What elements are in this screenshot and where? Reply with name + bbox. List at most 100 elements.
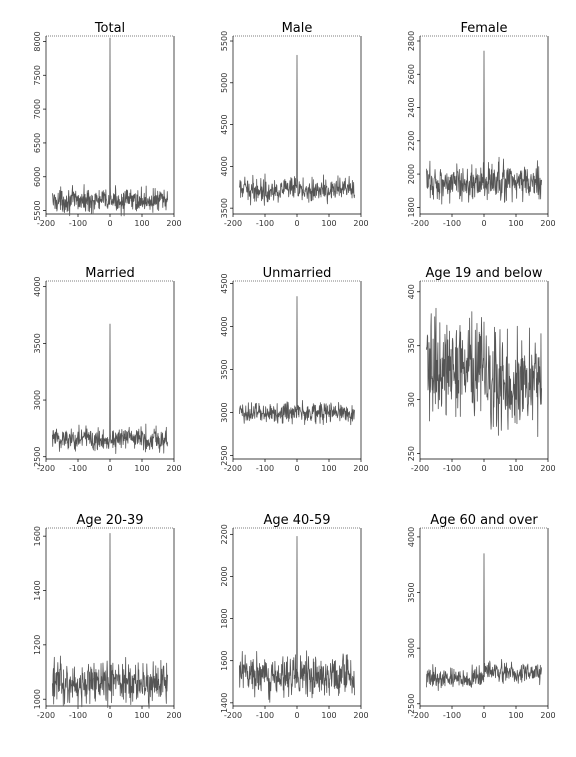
panel-title: Age 40-59	[263, 513, 330, 528]
y-tick-label: 8000	[33, 31, 42, 51]
panel-title: Age 60 and over	[430, 513, 538, 528]
y-tick-label: 2600	[407, 64, 416, 84]
panel-7: Age 40-59 -200 -100 0 100 200 1400 1600 1800 2000…	[220, 513, 369, 720]
y-tick-label: 2000	[220, 566, 229, 586]
y-tick-label: 3000	[407, 638, 416, 658]
panel-3: Married -200 -100 0 100 200 2500 3000 3500 4000	[33, 266, 182, 473]
y-tick-label: 1400	[33, 580, 42, 600]
y-tick-label: 4000	[407, 527, 416, 547]
y-tick-label: 300	[407, 392, 416, 407]
x-tick-label: 0	[481, 711, 486, 720]
y-tick-label: 4000	[33, 276, 42, 296]
x-tick-label: 200	[166, 219, 181, 228]
y-tick-label: 1600	[220, 651, 229, 671]
y-tick-label: 6000	[33, 167, 42, 187]
y-tick-label: 2200	[220, 524, 229, 544]
series-line	[52, 37, 168, 217]
y-tick-label: 4500	[220, 273, 229, 293]
x-tick-label: 200	[540, 219, 555, 228]
y-tick-label: 400	[407, 284, 416, 299]
y-tick-label: 5500	[33, 200, 42, 220]
x-tick-label: 100	[134, 464, 149, 473]
panel-title: Age 20-39	[76, 513, 143, 528]
panel-title: Male	[282, 21, 313, 36]
panel-title: Total	[94, 21, 125, 36]
y-tick-label: 7000	[33, 99, 42, 119]
y-tick-label: 4000	[220, 316, 229, 336]
x-tick-label: 200	[353, 219, 368, 228]
panel-0: Total -200 -100 0 100 200 5500 6000 6500 7000 7500…	[33, 21, 182, 228]
y-tick-label: 3500	[220, 359, 229, 379]
x-tick-label: 0	[107, 219, 112, 228]
panel-4: Unmarried -200 -100 0 100 200 2500 3000 3500 4000…	[220, 266, 369, 473]
x-tick-label: 0	[294, 219, 299, 228]
panel-title: Married	[85, 266, 135, 281]
x-tick-label: 100	[134, 219, 149, 228]
x-tick-label: 100	[321, 464, 336, 473]
x-tick-label: -100	[256, 219, 274, 228]
x-tick-label: -100	[256, 711, 274, 720]
y-tick-label: 2400	[407, 97, 416, 117]
x-tick-label: -100	[69, 219, 87, 228]
panel-title: Unmarried	[263, 266, 332, 281]
panel-8: Age 60 and over -200 -100 0 100 200 2500 3000 35…	[407, 513, 556, 720]
x-tick-label: 200	[166, 464, 181, 473]
x-tick-label: 0	[107, 711, 112, 720]
x-tick-label: 200	[166, 711, 181, 720]
y-tick-label: 2200	[407, 131, 416, 151]
x-tick-label: 200	[353, 711, 368, 720]
panel-5: Age 19 and below -200 -100 0 100 200 250 300 350…	[407, 266, 556, 473]
x-tick-label: -100	[69, 711, 87, 720]
x-tick-label: 100	[134, 711, 149, 720]
y-tick-label: 7500	[33, 65, 42, 85]
y-tick-label: 2000	[407, 164, 416, 184]
series-line	[52, 323, 168, 454]
y-tick-label: 1200	[33, 635, 42, 655]
x-tick-label: -100	[256, 464, 274, 473]
x-tick-label: -100	[69, 464, 87, 473]
x-tick-label: -200	[224, 711, 242, 720]
y-tick-label: 1000	[33, 689, 42, 709]
y-tick-label: 5000	[220, 73, 229, 93]
x-tick-label: 0	[481, 219, 486, 228]
y-tick-label: 1800	[407, 197, 416, 217]
series-line	[239, 296, 355, 426]
x-tick-label: -200	[37, 464, 55, 473]
y-tick-label: 2500	[407, 694, 416, 714]
x-tick-label: 200	[540, 464, 555, 473]
panel-title: Female	[460, 21, 507, 36]
panel-6: Age 20-39 -200 -100 0 100 200 1000 1200 1400 1600	[33, 513, 182, 720]
y-tick-label: 4000	[220, 156, 229, 176]
y-tick-label: 3000	[220, 402, 229, 422]
x-tick-label: 0	[294, 464, 299, 473]
x-tick-label: -100	[443, 464, 461, 473]
series-line	[239, 536, 355, 703]
x-tick-label: -100	[443, 219, 461, 228]
x-tick-label: 0	[294, 711, 299, 720]
x-tick-label: -200	[224, 464, 242, 473]
y-tick-label: 3500	[407, 582, 416, 602]
y-tick-label: 5500	[220, 31, 229, 51]
x-tick-label: 100	[508, 711, 523, 720]
x-tick-label: -200	[37, 711, 55, 720]
y-tick-label: 3000	[33, 390, 42, 410]
y-tick-label: 1400	[220, 693, 229, 713]
y-tick-label: 4500	[220, 114, 229, 134]
series-line	[426, 553, 542, 691]
x-tick-label: 200	[353, 464, 368, 473]
y-tick-label: 3500	[33, 333, 42, 353]
x-tick-label: -200	[37, 219, 55, 228]
x-tick-label: 0	[481, 464, 486, 473]
panel-title: Age 19 and below	[426, 266, 543, 281]
x-tick-label: 100	[321, 219, 336, 228]
series-line	[426, 307, 542, 438]
x-tick-label: -200	[411, 464, 429, 473]
x-tick-label: -200	[224, 219, 242, 228]
y-tick-label: 1600	[33, 526, 42, 546]
y-tick-label: 2500	[220, 445, 229, 465]
series-line	[52, 533, 168, 709]
x-tick-label: 100	[321, 711, 336, 720]
y-tick-label: 3500	[220, 198, 229, 218]
x-tick-label: 0	[107, 464, 112, 473]
